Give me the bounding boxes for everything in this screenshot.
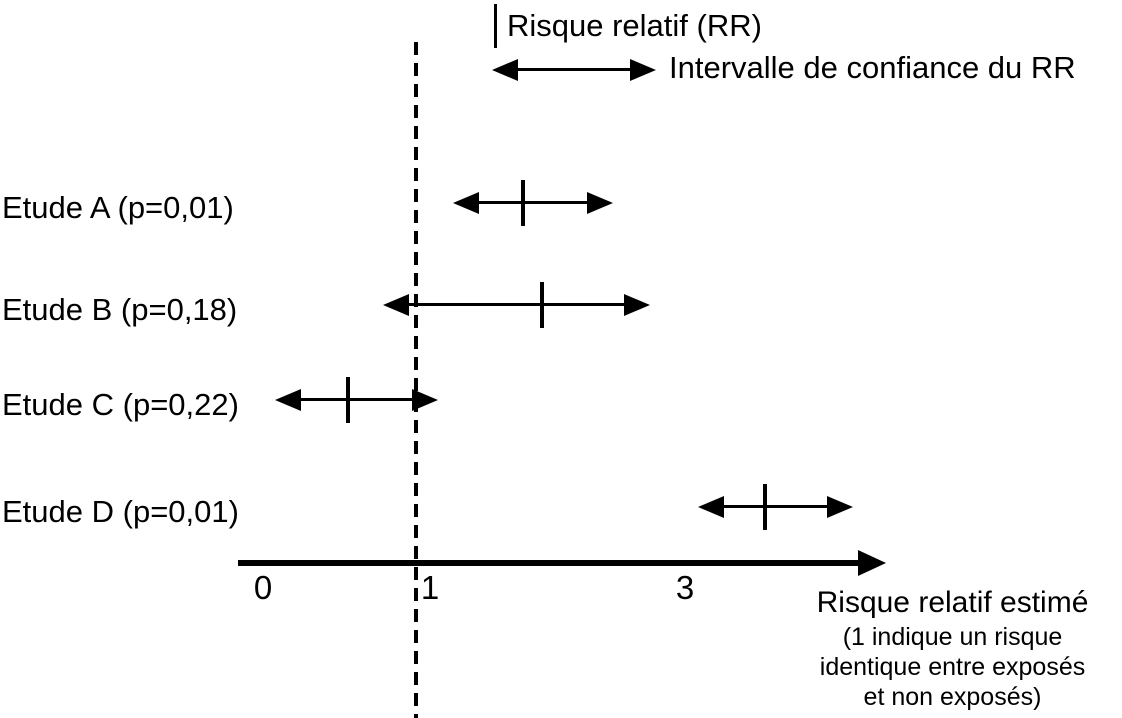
ci-arrow bbox=[383, 282, 650, 328]
x-axis-arrowhead-icon bbox=[858, 550, 886, 576]
x-axis-note-line-2: identique entre exposés bbox=[819, 653, 1086, 681]
x-axis-line bbox=[238, 560, 858, 566]
legend-rr-label: Risque relatif (RR) bbox=[507, 8, 762, 43]
study-label: Etude D (p=0,01) bbox=[2, 494, 239, 529]
arrow-shaft bbox=[718, 505, 833, 508]
arrowhead-right-icon bbox=[630, 59, 656, 81]
arrowhead-right-icon bbox=[827, 496, 853, 518]
rr-tick bbox=[540, 282, 544, 328]
arrow-shaft bbox=[473, 201, 593, 204]
rr-marker-sample bbox=[494, 4, 497, 48]
arrowhead-right-icon bbox=[587, 192, 613, 214]
x-axis-note-line-3: et non exposés) bbox=[863, 683, 1042, 711]
ci-arrow-sample bbox=[492, 59, 656, 81]
arrow-shaft bbox=[512, 68, 636, 71]
legend-ci-label: Intervalle de confiance du RR bbox=[669, 50, 1076, 85]
ci-arrow bbox=[275, 377, 438, 423]
ci-arrow bbox=[698, 484, 853, 530]
ci-arrow bbox=[453, 180, 613, 226]
arrowhead-left-icon bbox=[492, 59, 518, 81]
arrowhead-left-icon bbox=[275, 389, 301, 411]
rr-tick bbox=[763, 484, 767, 530]
arrowhead-left-icon bbox=[698, 496, 724, 518]
x-axis-note-line-1: (1 indique un risque bbox=[842, 623, 1063, 651]
study-label: Etude B (p=0,18) bbox=[2, 292, 238, 327]
reference-line bbox=[414, 42, 418, 718]
arrowhead-right-icon bbox=[624, 294, 650, 316]
arrow-shaft bbox=[295, 398, 418, 401]
x-axis-caption: Risque relatif estimé (1 indique un risq… bbox=[780, 584, 1122, 712]
arrowhead-right-icon bbox=[412, 389, 438, 411]
rr-tick bbox=[346, 377, 350, 423]
arrow-shaft bbox=[403, 303, 630, 306]
x-axis-tick-label-0: 0 bbox=[253, 569, 273, 606]
study-label: Etude C (p=0,22) bbox=[2, 387, 239, 422]
rr-tick bbox=[521, 180, 525, 226]
study-label: Etude A (p=0,01) bbox=[2, 190, 234, 225]
x-axis-tick-label-1: 1 bbox=[420, 569, 440, 606]
x-axis-tick-label-3: 3 bbox=[675, 569, 695, 606]
x-axis-title: Risque relatif estimé bbox=[816, 586, 1089, 619]
arrowhead-left-icon bbox=[453, 192, 479, 214]
arrowhead-left-icon bbox=[383, 294, 409, 316]
